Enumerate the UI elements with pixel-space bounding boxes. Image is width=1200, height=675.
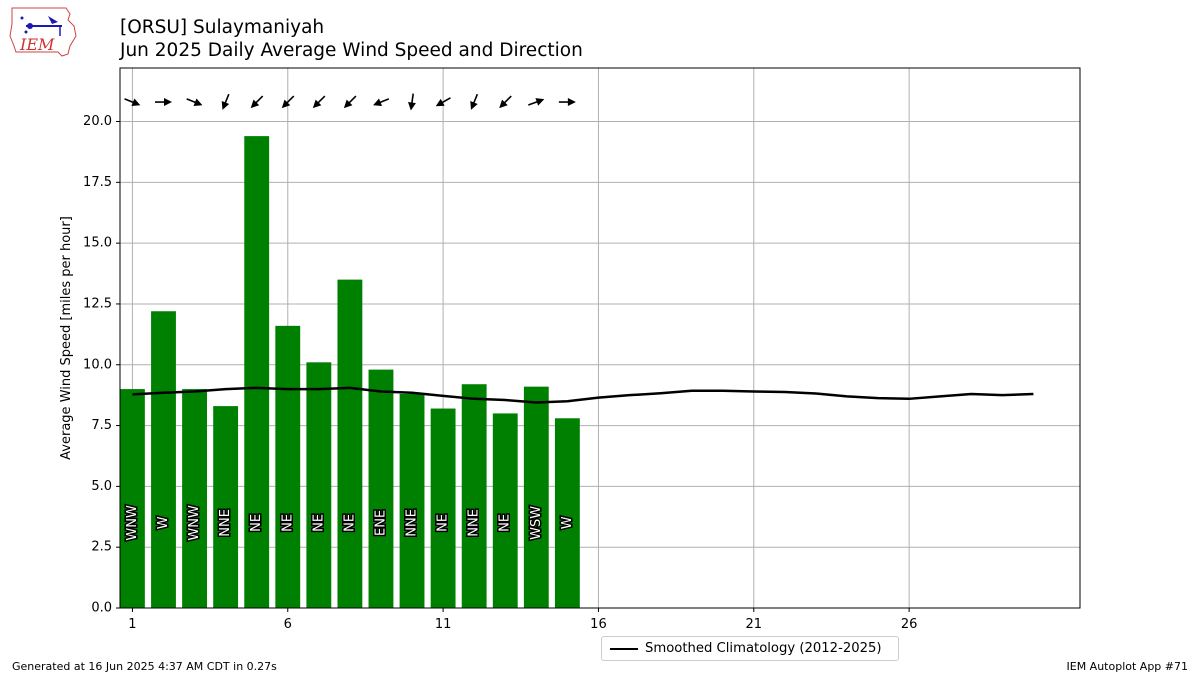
direction-label-day-6: NE (280, 514, 295, 532)
direction-label-day-12: NNE (467, 509, 482, 537)
legend-line-swatch (610, 648, 638, 650)
bar-day-9 (368, 369, 394, 608)
bar-day-10 (399, 393, 425, 608)
bar-day-8 (337, 279, 363, 608)
y-tick-label: 0.0 (91, 601, 112, 616)
arrow-head (250, 99, 260, 109)
y-tick-label: 7.5 (91, 418, 112, 433)
arrow-head (221, 101, 230, 110)
arrow-head (131, 98, 141, 106)
x-tick-label: 11 (435, 617, 452, 632)
arrow-head (567, 98, 576, 107)
y-tick-label: 20.0 (83, 114, 112, 129)
arrow-head (435, 98, 445, 107)
arrow-head (408, 101, 416, 111)
direction-label-day-3: WNW (187, 505, 202, 541)
arrow-head (499, 99, 508, 109)
wind-arrow-day-3 (186, 98, 203, 106)
wind-arrow-day-12 (470, 93, 479, 110)
bar-day-6 (275, 325, 301, 608)
direction-label-day-5: NE (249, 514, 264, 532)
y-tick-label: 5.0 (91, 479, 112, 494)
iem-logo: IEM (8, 6, 80, 58)
bar-day-1 (120, 389, 145, 608)
wind-arrow-day-15 (558, 98, 576, 107)
wind-arrow-day-4 (221, 93, 230, 110)
arrow-head (343, 99, 353, 109)
direction-label-day-1: WNW (125, 505, 140, 541)
bar-day-2 (151, 311, 176, 608)
bar-day-12 (461, 384, 487, 608)
chart-legend: Smoothed Climatology (2012-2025) (601, 636, 899, 661)
wind-arrow-day-13 (499, 95, 512, 109)
wind-arrow-day-9 (373, 98, 390, 106)
x-axis-ticks: 1 6 11 16 21 26 (128, 608, 917, 632)
y-axis-label: Average Wind Speed [miles per hour] (59, 216, 74, 460)
arrow-head (535, 98, 545, 106)
bar-day-13 (492, 413, 518, 608)
bar-day-15 (554, 418, 580, 608)
bar-day-7 (306, 362, 332, 608)
app-id: IEM Autoplot App #71 (1066, 660, 1189, 673)
arrow-head (193, 98, 203, 106)
direction-label-day-4: NNE (218, 509, 233, 537)
wind-arrow-day-1 (124, 98, 141, 106)
y-tick-label: 2.5 (91, 540, 112, 555)
climatology-line (132, 386, 1034, 404)
y-tick-label: 12.5 (83, 296, 112, 311)
direction-label-day-8: NE (342, 514, 357, 532)
wind-arrow-day-6 (281, 95, 295, 109)
wind-arrow-day-2 (154, 98, 172, 107)
arrow-head (163, 98, 172, 107)
bar-day-14 (523, 386, 549, 608)
wind-arrow-day-14 (528, 98, 545, 106)
wind-arrow-day-5 (250, 95, 264, 109)
y-tick-label: 15.0 (83, 236, 112, 251)
bar-day-4 (213, 406, 239, 608)
arrow-head (470, 101, 478, 110)
arrow-head (281, 99, 291, 109)
x-tick-label: 6 (284, 617, 292, 632)
arrow-head (373, 98, 383, 106)
x-tick-label: 26 (901, 617, 918, 632)
climatology-series-line (132, 386, 1034, 404)
direction-labels: WNW W WNW NNE NE NE NE NE ENE NNE NE NNE NE WSW W (123, 504, 576, 543)
direction-label-day-10: NNE (405, 509, 420, 537)
bar-day-3 (182, 389, 207, 608)
y-tick-label: 17.5 (83, 175, 112, 190)
logo-text: IEM (19, 35, 55, 54)
bar-day-5 (244, 136, 270, 609)
x-tick-label: 21 (746, 617, 763, 632)
direction-arrows (124, 93, 576, 111)
y-tick-label: 10.0 (83, 357, 112, 372)
chart-title-station: [ORSU] Sulaymaniyah (120, 17, 325, 38)
wind-arrow-day-10 (408, 93, 416, 111)
bar-day-11 (430, 408, 456, 608)
x-tick-label: 1 (128, 617, 136, 632)
direction-label-day-2: W (156, 516, 171, 529)
wind-arrow-day-11 (435, 97, 451, 107)
direction-label-day-9: ENE (373, 510, 388, 536)
direction-label-day-13: NE (498, 514, 513, 532)
direction-label-day-11: NE (436, 514, 451, 532)
generated-timestamp: Generated at 16 Jun 2025 4:37 AM CDT in … (12, 660, 277, 673)
wind-arrow-day-7 (312, 95, 326, 109)
chart-title-period: Jun 2025 Daily Average Wind Speed and Di… (120, 40, 583, 61)
x-tick-label: 16 (590, 617, 607, 632)
legend-label: Smoothed Climatology (2012-2025) (645, 641, 882, 656)
direction-label-day-7: NE (311, 514, 326, 532)
wind-arrow-day-8 (343, 95, 357, 109)
direction-label-day-14: WSW (529, 506, 544, 540)
direction-label-day-15: W (560, 516, 575, 529)
y-axis-ticks: 0.0 2.5 5.0 7.5 10.0 12.5 15.0 17.5 20.0 (83, 114, 120, 616)
plot-frame (119, 67, 1081, 609)
bars (120, 136, 580, 609)
arrow-head (312, 99, 322, 109)
